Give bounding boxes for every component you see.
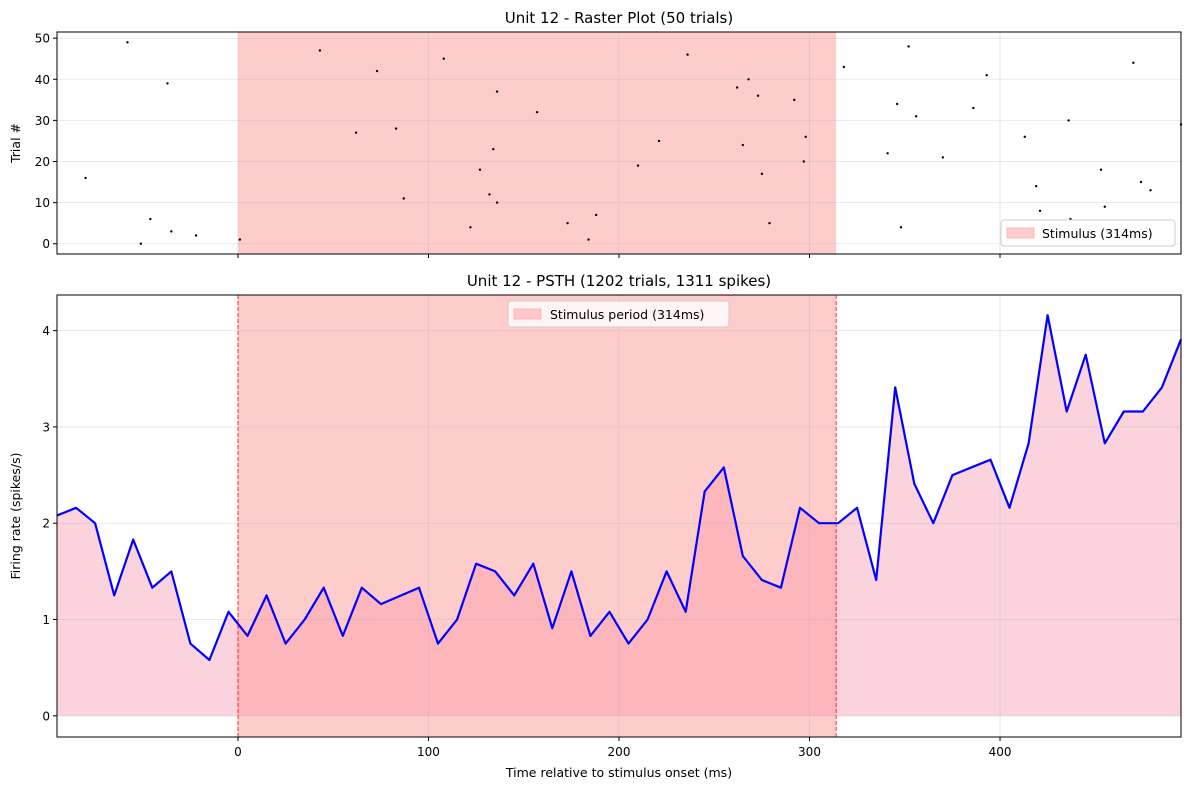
p-x-tick-label: 300: [798, 745, 821, 759]
psth-panel: 0 100 200 300 400 0 1 2 3 4 Unit 12 - PSTH (1202 …: [8, 272, 1183, 780]
raster-spike: [566, 221, 569, 225]
raster-spike: [636, 164, 640, 167]
raster-y-axis-label: Trial #: [8, 123, 23, 164]
raster-spikes: [84, 41, 1183, 245]
raster-spike: [895, 102, 899, 106]
r-y-tick-label: 10: [35, 196, 50, 210]
p-y-tick-label: 3: [42, 420, 50, 434]
raster-spike: [495, 201, 499, 204]
raster-spike: [941, 156, 945, 159]
psth-title: Unit 12 - PSTH (1202 trials, 1311 spikes…: [467, 272, 771, 290]
raster-spike: [442, 57, 445, 60]
raster-spike: [170, 230, 173, 233]
raster-spike: [1067, 119, 1070, 122]
raster-spike: [194, 234, 198, 237]
r-y-tick-label: 50: [35, 32, 50, 46]
p-x-tick-label: 400: [989, 745, 1012, 759]
raster-spike: [394, 127, 398, 130]
raster-spike: [747, 78, 750, 81]
psth-legend: Stimulus period (314ms): [507, 300, 730, 328]
psth-legend-label: Stimulus period (314ms): [550, 307, 704, 322]
p-y-tick-label: 4: [42, 324, 50, 338]
raster-spike: [741, 143, 745, 147]
raster-spike: [238, 238, 242, 241]
raster-legend-box: [1000, 219, 1176, 247]
raster-spike: [149, 217, 152, 221]
raster-title: Unit 12 - Raster Plot (50 trials): [505, 9, 733, 27]
raster-spike: [1149, 189, 1152, 192]
raster-spike: [495, 90, 499, 93]
r-y-tick-label: 20: [35, 155, 50, 169]
raster-spike: [804, 135, 807, 139]
raster-spike: [492, 147, 495, 151]
psth-firing-rate-line: [56, 314, 1183, 662]
raster-spike: [793, 98, 796, 102]
raster-spike: [84, 176, 87, 180]
raster-spike: [686, 53, 689, 56]
raster-spike: [899, 226, 903, 229]
raster-grid: [57, 32, 1181, 254]
raster-spike: [1023, 135, 1026, 139]
r-y-tick-label: 30: [35, 114, 50, 128]
raster-spike: [587, 238, 590, 241]
psth-ticks: 0 100 200 300 400 0 1 2 3 4: [42, 324, 1011, 759]
raster-spike: [907, 45, 910, 48]
raster-spike: [886, 152, 889, 155]
raster-spike: [535, 110, 539, 114]
raster-spike: [139, 242, 143, 245]
psth-legend-box: [507, 300, 730, 328]
p-y-tick-label: 0: [42, 709, 50, 723]
raster-spike: [657, 139, 661, 143]
r-y-tick-label: 0: [42, 237, 50, 251]
p-y-tick-label: 1: [42, 613, 50, 627]
raster-spike: [469, 226, 472, 229]
raster-spike: [768, 221, 771, 225]
raster-spike: [402, 197, 405, 200]
p-x-tick-label: 200: [608, 745, 631, 759]
raster-spike: [478, 168, 482, 171]
raster-legend-label: Stimulus (314ms): [1042, 226, 1153, 241]
p-y-tick-label: 2: [42, 517, 50, 531]
raster-legend: Stimulus (314ms): [1000, 219, 1176, 247]
raster-spike: [1103, 205, 1106, 208]
raster-legend-swatch: [1006, 227, 1035, 239]
r-y-tick-label: 40: [35, 73, 50, 87]
raster-spike: [1038, 209, 1042, 213]
raster-spike: [842, 65, 845, 69]
p-x-tick-label: 0: [234, 745, 242, 759]
raster-spike: [1139, 180, 1143, 184]
raster-spike: [166, 82, 169, 85]
psth-x-axis-label: Time relative to stimulus onset (ms): [505, 765, 732, 780]
raster-spike: [802, 160, 805, 163]
raster-spike: [914, 115, 918, 118]
raster-stimulus-span: [237, 32, 837, 254]
raster-ticks: 0 10 20 30 40 50: [35, 32, 1001, 258]
raster-spike: [375, 69, 379, 73]
raster-spike: [735, 86, 739, 89]
psth-stimulus-span: [237, 295, 837, 737]
raster-spike: [760, 172, 764, 176]
raster-spike: [594, 213, 598, 217]
raster-spike: [985, 73, 988, 77]
raster-spike: [1099, 168, 1103, 171]
raster-spike: [756, 94, 760, 97]
raster-spike: [488, 193, 491, 196]
raster-spike: [126, 41, 129, 44]
raster-spike: [354, 131, 358, 134]
raster-panel: 0 10 20 30 40 50 Unit 12 - Raster Plot (50 tr…: [8, 9, 1183, 258]
raster-spike: [972, 106, 975, 110]
p-x-tick-label: 100: [417, 745, 440, 759]
raster-spike: [1035, 184, 1038, 188]
raster-spike: [1132, 61, 1135, 65]
psth-y-axis-label: Firing rate (spikes/s): [8, 453, 23, 580]
raster-spike: [318, 49, 322, 52]
psth-legend-swatch: [513, 308, 542, 320]
